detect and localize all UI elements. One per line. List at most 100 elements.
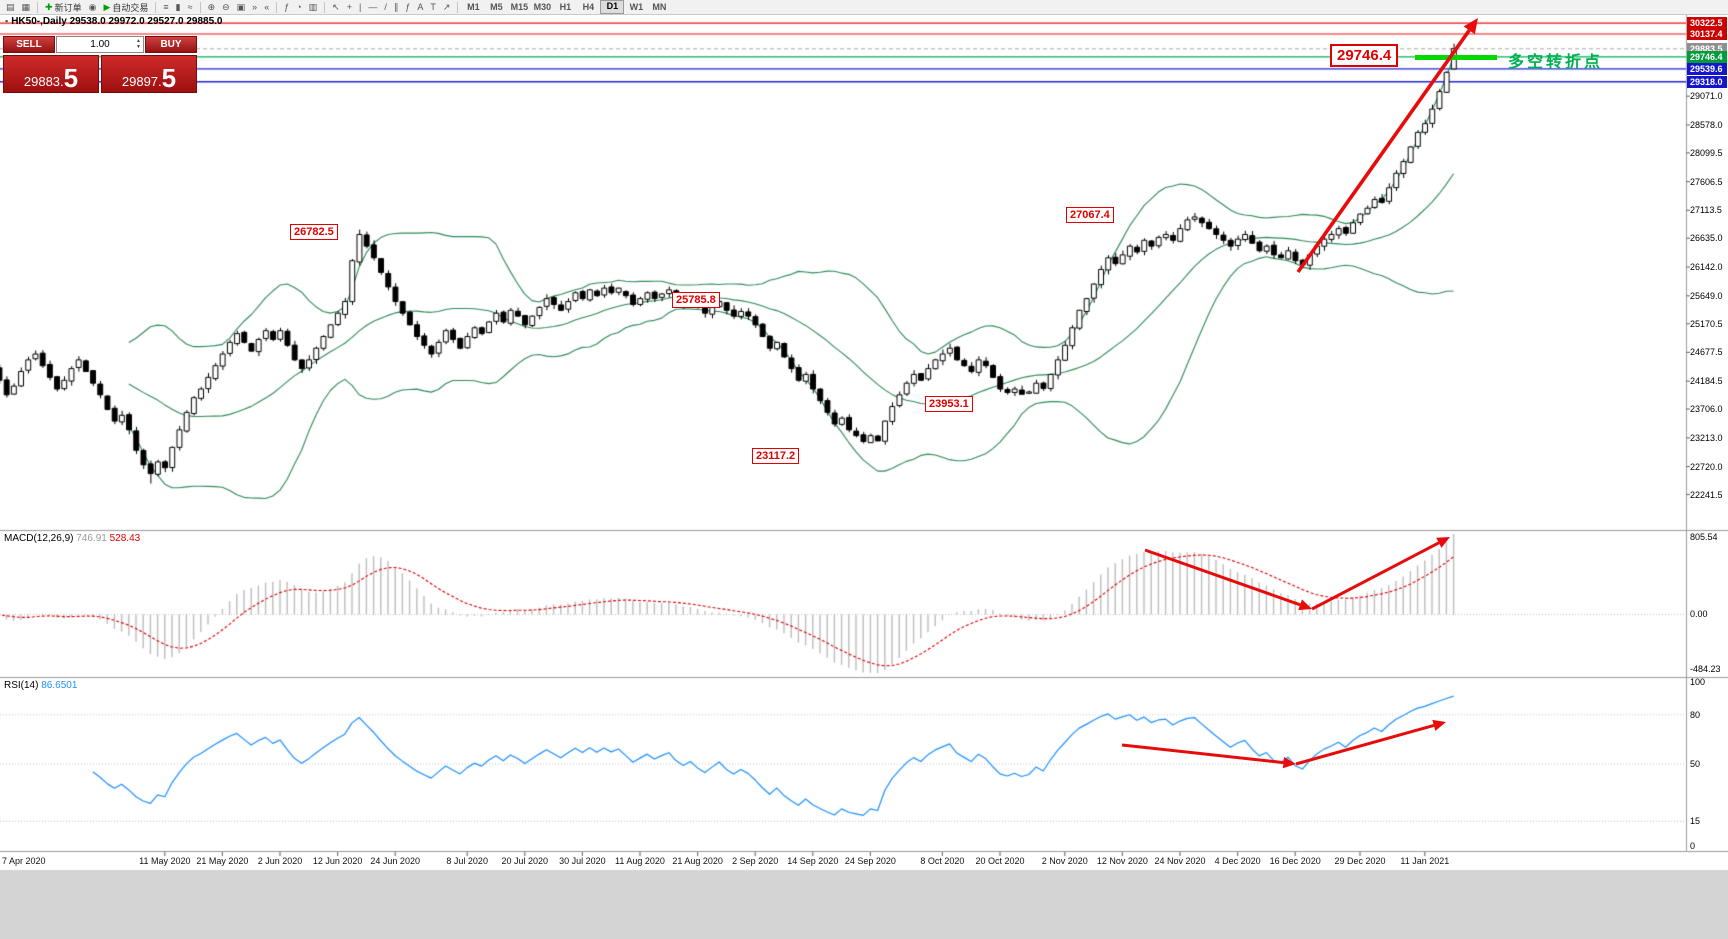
buy-price-box[interactable]: 29897. 5: [101, 55, 197, 93]
horizontal-line-button[interactable]: —: [365, 1, 380, 14]
macd-axis-label: 805.54: [1690, 532, 1718, 542]
bar-chart-button[interactable]: ≡: [160, 1, 171, 14]
timeframe-mn[interactable]: MN: [652, 2, 667, 12]
spinner-down-icon[interactable]: ▼: [136, 43, 141, 50]
rsi-axis-label: 50: [1690, 759, 1701, 769]
tile-windows-button[interactable]: ▣: [234, 1, 249, 14]
zoom-out-icon: ⊖: [222, 1, 230, 12]
candlestick-chart-button[interactable]: ▮: [173, 1, 184, 14]
terminal-area: [0, 871, 1728, 939]
zoom-in-button[interactable]: ⊕: [205, 1, 219, 14]
price-annotation-label[interactable]: 26782.5: [290, 224, 338, 240]
trendline-icon: /: [384, 1, 387, 12]
candlestick-chart-icon: ▮: [175, 1, 181, 12]
resistance-price-label[interactable]: 29746.4: [1330, 44, 1399, 67]
chart-profiles-button[interactable]: ▦: [19, 1, 34, 14]
turning-point-text[interactable]: 多空转折点: [1508, 54, 1604, 71]
vertical-line-icon: |: [358, 1, 362, 12]
indicators-button[interactable]: ƒ: [281, 1, 292, 14]
date-axis-label: 24 Nov 2020: [1154, 856, 1206, 866]
price-axis-label: 22720.0: [1690, 461, 1723, 472]
price-axis-label: 22241.5: [1690, 489, 1723, 500]
macd-signal-value: 528.43: [109, 533, 141, 544]
macd-name: MACD(12,26,9): [4, 533, 74, 544]
vertical-line-button[interactable]: |: [356, 1, 364, 14]
rsi-axis-label: 15: [1690, 816, 1701, 827]
new-chart-button[interactable]: ▤: [3, 1, 18, 14]
volume-spinner[interactable]: ▲ ▼: [136, 38, 141, 50]
macd-axis-label: 0.00: [1690, 609, 1708, 620]
cursor-button[interactable]: ↖: [329, 1, 343, 14]
channel-icon: ∥: [393, 1, 399, 12]
toolbar: ▤ ▦ ✚ 新订单 ◉ ▶ 自动交易 ≡ ▮ ≈ ⊕ ⊖ ▣» «ƒ ◔ ▥ ↖ + | — / ∥ ƒ A T ↗ M1 M5 M15…: [0, 0, 1728, 15]
date-axis-label: 12 Jun 2020: [312, 856, 363, 866]
text-label-button[interactable]: T: [427, 1, 439, 14]
line-chart-icon: ≈: [187, 1, 193, 12]
crosshair-icon: +: [346, 1, 352, 12]
price-annotation-label[interactable]: 27067.4: [1066, 207, 1114, 223]
buy-button[interactable]: BUY: [145, 36, 197, 53]
date-axis-label: 16 Dec 2020: [1269, 856, 1321, 866]
date-axis-label: 2 Sep 2020: [732, 856, 779, 866]
zoom-out-button[interactable]: ⊖: [219, 1, 233, 14]
timeframe-m1[interactable]: M1: [467, 2, 480, 12]
rsi-value: 86.6501: [41, 680, 78, 691]
timeframe-h4[interactable]: H4: [582, 2, 595, 12]
price-axis-label: 24677.5: [1690, 347, 1723, 358]
price-annotation-label[interactable]: 23953.1: [925, 396, 973, 412]
timeframe-w1[interactable]: W1: [629, 2, 644, 12]
price-axis-label: 28578.0: [1690, 119, 1723, 130]
price-axis-label: 26635.0: [1690, 233, 1723, 244]
volume-input[interactable]: 1.00 ▲ ▼: [56, 36, 144, 53]
price-axis-label: 27606.5: [1690, 176, 1723, 187]
timeframe-m30[interactable]: M30: [533, 2, 552, 12]
rsi-axis-label: 80: [1690, 709, 1701, 720]
date-axis-label: 20 Oct 2020: [975, 856, 1025, 866]
turning-point-line[interactable]: [1415, 55, 1497, 60]
arrows-tool-button[interactable]: ↗: [440, 1, 454, 14]
timeframe-m5[interactable]: M5: [490, 2, 503, 12]
templates-button[interactable]: ▥: [306, 1, 321, 14]
timeframe-d1[interactable]: D1: [600, 0, 625, 14]
date-axis-label: 8 Oct 2020: [920, 856, 965, 866]
text-icon: A: [417, 1, 424, 12]
price-annotation-label[interactable]: 23117.2: [752, 448, 800, 464]
macd-axis-label: -484.23: [1690, 664, 1721, 674]
timeframe-m15[interactable]: M15: [510, 2, 529, 12]
chart-shift-button[interactable]: «: [261, 1, 272, 14]
fibonacci-button[interactable]: ƒ: [402, 1, 413, 14]
crosshair-button[interactable]: +: [344, 1, 355, 14]
macd-indicator-label: MACD(12,26,9) 746.91 528.43: [4, 533, 140, 544]
price-annotation-label[interactable]: 25785.8: [672, 292, 720, 308]
new-order-icon: ✚: [45, 1, 53, 12]
spinner-up-icon[interactable]: ▲: [136, 38, 141, 44]
trendline-button[interactable]: /: [381, 1, 390, 14]
auto-scroll-button[interactable]: »: [249, 1, 260, 14]
price-axis-label: 23706.0: [1690, 404, 1723, 415]
templates-icon: ▥: [308, 1, 318, 12]
indicators-icon: ƒ: [284, 1, 290, 12]
rsi-axis-label: 100: [1690, 677, 1706, 687]
date-axis-label: 24 Sep 2020: [844, 856, 896, 866]
text-button[interactable]: A: [414, 1, 426, 14]
new-order-button[interactable]: ✚ 新订单: [42, 1, 85, 14]
sell-button[interactable]: SELL: [3, 36, 55, 53]
bar-chart-icon: ≡: [163, 1, 169, 12]
periods-button[interactable]: ◔: [293, 1, 304, 14]
chart-profiles-icon: ▦: [21, 1, 31, 12]
expert-advisors-button[interactable]: ◉: [86, 1, 100, 14]
line-chart-button[interactable]: ≈: [185, 1, 196, 14]
timeframe-h1[interactable]: H1: [559, 2, 572, 12]
sell-price-small: 29883.: [23, 73, 64, 89]
price-tag: 30137.4: [1687, 27, 1727, 40]
fibonacci-icon: ƒ: [405, 1, 411, 12]
tile-windows-icon: ▣: [236, 1, 246, 12]
channel-button[interactable]: ∥: [391, 1, 402, 14]
autotrading-button[interactable]: ▶ 自动交易: [100, 1, 151, 14]
toolbar-separator: [155, 1, 157, 13]
sell-price-box[interactable]: 29883. 5: [3, 55, 99, 93]
date-axis-label: 11 May 2020: [139, 856, 191, 866]
price-axis-label: 25649.0: [1690, 290, 1723, 301]
price-tag: 30322.5: [1687, 17, 1727, 30]
